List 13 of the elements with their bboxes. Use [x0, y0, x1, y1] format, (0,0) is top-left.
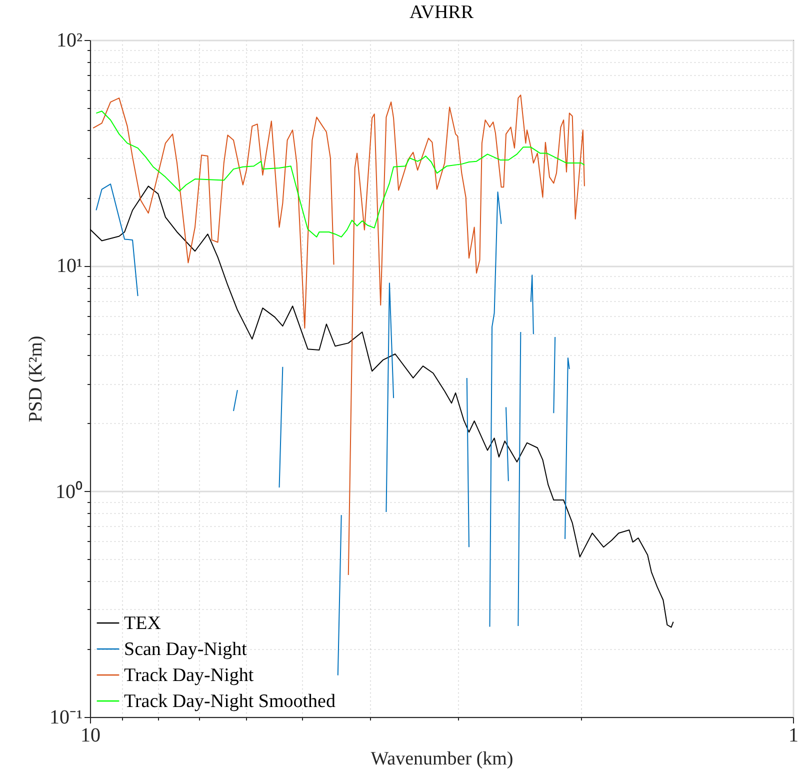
y-axis-title: PSD (K²m) — [26, 336, 47, 422]
chart-title: AVHRR — [409, 2, 474, 23]
y-tick-label: 10¹ — [56, 255, 82, 278]
x-tick-label: 10 — [80, 724, 100, 746]
y-tick-label: 10⁰ — [56, 480, 82, 503]
legend-label: Track Day-Night — [124, 665, 254, 686]
x-axis-title: Wavenumber (km) — [370, 748, 514, 770]
legend-label: Track Day-Night Smoothed — [124, 691, 336, 712]
legend-label: TEX — [124, 613, 162, 634]
legend-label: Scan Day-Night — [124, 639, 248, 660]
y-tick-label: 10² — [56, 30, 82, 52]
x-tick-label: 1 — [788, 724, 798, 746]
y-tick-label: 10⁻¹ — [50, 706, 82, 728]
